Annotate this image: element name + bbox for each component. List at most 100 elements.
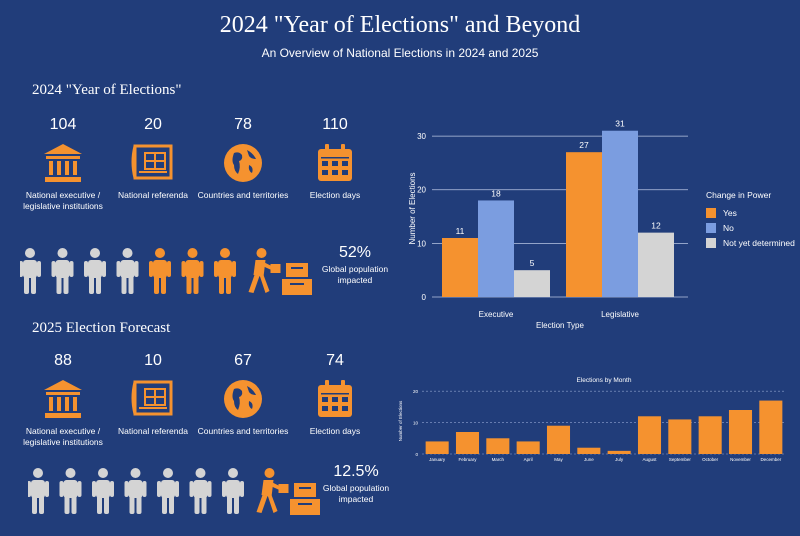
calendar-icon bbox=[280, 374, 390, 424]
legend-label: No bbox=[723, 223, 734, 233]
legend-title: Change in Power bbox=[706, 190, 771, 200]
person-figure-icon bbox=[214, 248, 236, 294]
bar bbox=[514, 270, 550, 297]
stat-countries-2024: 78 Countries and territories bbox=[188, 116, 298, 201]
stat-institutions-2025: 88 National executive / legislative inst… bbox=[8, 352, 118, 448]
x-tick-label: February bbox=[458, 457, 477, 462]
bar bbox=[486, 438, 510, 454]
bar bbox=[455, 432, 480, 454]
person-figure-icon bbox=[181, 248, 204, 294]
bar bbox=[425, 441, 449, 454]
globe-icon bbox=[188, 138, 298, 188]
x-tick-label: June bbox=[584, 457, 594, 462]
section-title-2024: 2024 "Year of Elections" bbox=[32, 82, 182, 98]
population-percent: 52% bbox=[338, 244, 372, 261]
bar-value-label: 31 bbox=[615, 119, 625, 129]
stat-value: 74 bbox=[326, 352, 344, 369]
stat-label: National referenda bbox=[118, 426, 188, 436]
chart-elections-by-month: Elections by Month 0 10 20 Number of Electio… bbox=[398, 377, 786, 462]
person-figure-icon bbox=[149, 248, 171, 294]
person-figure-icon bbox=[20, 248, 41, 294]
stat-referenda-2025: 10 National referenda bbox=[98, 352, 208, 437]
y-tick-label: 0 bbox=[415, 452, 418, 457]
x-tick-label: November bbox=[730, 457, 751, 462]
population-label: Global population impacted bbox=[322, 483, 390, 504]
x-tick-label: Legislative bbox=[601, 310, 639, 319]
globe-icon bbox=[188, 374, 298, 424]
bar bbox=[442, 238, 478, 297]
y-tick-label: 10 bbox=[417, 239, 426, 248]
x-axis-label: Election Type bbox=[536, 321, 584, 330]
person-figure-icon bbox=[157, 468, 179, 514]
y-axis-label: Number of Elections bbox=[408, 172, 417, 244]
stat-label: Election days bbox=[309, 190, 361, 200]
person-figure-icon bbox=[28, 468, 49, 514]
population-impact-2025: 12.5% Global population impacted bbox=[321, 463, 391, 504]
box-stack-icon bbox=[290, 483, 320, 515]
runner-figure-icon bbox=[256, 468, 289, 513]
stat-value: 20 bbox=[144, 116, 162, 133]
bar-value-label: 11 bbox=[456, 226, 465, 236]
calendar-icon bbox=[280, 138, 390, 188]
stat-institutions-2024: 104 National executive / legislative ins… bbox=[8, 116, 118, 212]
stat-countries-2025: 67 Countries and territories bbox=[188, 352, 298, 437]
x-tick-label: October bbox=[702, 457, 719, 462]
y-tick-label: 20 bbox=[413, 389, 419, 394]
page-title: 2024 "Year of Elections" and Beyond bbox=[219, 12, 581, 38]
bar bbox=[607, 450, 631, 454]
chart-title: Elections by Month bbox=[577, 377, 632, 384]
stat-value: 110 bbox=[322, 116, 348, 133]
stat-referenda-2024: 20 National referenda bbox=[98, 116, 208, 201]
x-tick-label: January bbox=[429, 457, 446, 462]
stat-election-days-2024: 110 Election days bbox=[280, 116, 390, 201]
institution-icon bbox=[8, 374, 118, 424]
stat-value: 78 bbox=[234, 116, 252, 133]
bar bbox=[728, 410, 753, 454]
bar bbox=[602, 130, 638, 297]
bar-value-label: 27 bbox=[579, 140, 589, 150]
bar bbox=[577, 447, 601, 454]
population-figures-2024 bbox=[20, 248, 312, 295]
stat-label: National executive / legislative institu… bbox=[23, 190, 103, 211]
person-figure-icon bbox=[124, 468, 147, 514]
population-label: Global population impacted bbox=[321, 264, 389, 285]
stat-election-days-2025: 74 Election days bbox=[280, 352, 390, 437]
page-subtitle: An Overview of National Elections in 202… bbox=[261, 46, 539, 60]
x-tick-label: August bbox=[642, 457, 657, 462]
y-tick-label: 10 bbox=[413, 421, 419, 426]
box-stack-icon bbox=[282, 263, 312, 295]
bar bbox=[637, 416, 662, 454]
population-percent: 12.5% bbox=[333, 463, 379, 480]
bar bbox=[546, 425, 571, 454]
x-tick-label: April bbox=[524, 457, 533, 462]
y-tick-label: 30 bbox=[417, 132, 426, 141]
person-figure-icon bbox=[189, 468, 212, 514]
legend-label: Yes bbox=[723, 208, 737, 218]
x-tick-label: Executive bbox=[479, 310, 514, 319]
bar bbox=[668, 419, 692, 454]
person-figure-icon bbox=[116, 248, 139, 294]
x-tick-label: March bbox=[492, 457, 505, 462]
population-impact-2024: 52% Global population impacted bbox=[320, 244, 390, 285]
stat-value: 10 bbox=[144, 352, 162, 369]
stat-label: Countries and territories bbox=[197, 190, 289, 200]
bar bbox=[759, 400, 783, 454]
stat-label: Countries and territories bbox=[197, 426, 289, 436]
person-figure-icon bbox=[222, 468, 244, 514]
stat-label: National referenda bbox=[118, 190, 188, 200]
population-figures-2025 bbox=[28, 468, 320, 515]
person-figure-icon bbox=[92, 468, 114, 514]
legend-label: Not yet determined bbox=[723, 238, 795, 248]
bar-value-label: 18 bbox=[491, 188, 501, 198]
bar-value-label: 5 bbox=[530, 258, 535, 268]
person-figure-icon bbox=[51, 248, 74, 294]
blueprint-icon bbox=[98, 374, 208, 424]
stat-value: 104 bbox=[49, 116, 77, 133]
bar bbox=[566, 152, 602, 297]
stat-value: 67 bbox=[234, 352, 252, 369]
stat-label: National executive / legislative institu… bbox=[23, 426, 103, 447]
bar bbox=[698, 416, 722, 454]
legend-swatch bbox=[706, 238, 716, 248]
legend-swatch bbox=[706, 208, 716, 218]
stat-value: 88 bbox=[54, 352, 72, 369]
